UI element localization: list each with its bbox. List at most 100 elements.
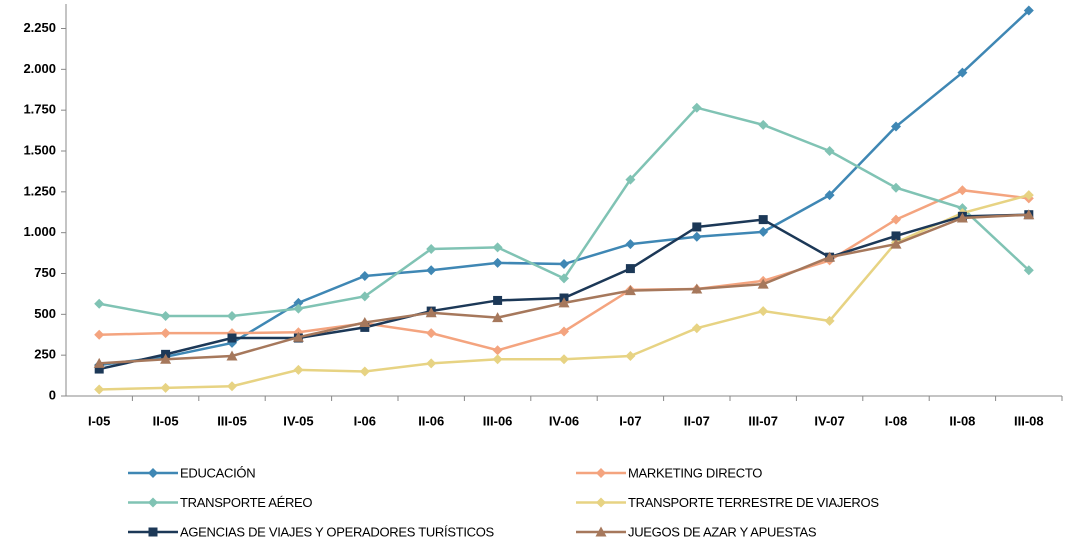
data-point	[559, 354, 569, 365]
x-tick-label: III-06	[483, 413, 513, 428]
data-point	[426, 328, 437, 339]
y-tick-label: 0	[49, 387, 56, 402]
data-point	[227, 381, 237, 392]
data-point	[492, 345, 503, 356]
data-point	[359, 366, 370, 377]
data-point	[293, 297, 304, 308]
data-point	[293, 364, 304, 375]
data-point	[758, 306, 769, 317]
data-point	[624, 285, 636, 296]
legend-marker	[148, 468, 158, 478]
data-point	[492, 257, 503, 268]
data-point	[492, 242, 503, 253]
x-tick-label: II-07	[684, 413, 710, 428]
x-tick-label: I-07	[619, 413, 641, 428]
legend-label: AGENCIAS DE VIAJES Y OPERADORES TURÍSTIC…	[180, 524, 495, 539]
x-tick-label: III-07	[748, 413, 778, 428]
data-point	[492, 312, 504, 323]
legend-marker	[595, 526, 607, 537]
data-point	[426, 244, 437, 254]
x-tick-label: IV-06	[549, 413, 579, 428]
y-tick-label: 500	[34, 306, 56, 321]
data-point	[957, 185, 968, 196]
data-point	[758, 119, 769, 130]
legend-label: TRANSPORTE TERRESTRE DE VIAJEROS	[628, 495, 879, 510]
data-point	[227, 310, 237, 321]
data-point	[691, 231, 702, 242]
data-point	[227, 333, 237, 343]
data-point	[625, 174, 636, 185]
data-point	[94, 298, 105, 309]
y-tick-label: 1.750	[23, 102, 56, 117]
data-point	[758, 226, 769, 237]
x-tick-label: I-08	[885, 413, 907, 428]
data-point	[359, 270, 370, 281]
data-point	[559, 259, 569, 270]
data-point	[691, 283, 703, 294]
x-tick-label: II-08	[949, 413, 975, 428]
x-tick-label: I-06	[354, 413, 376, 428]
data-point	[559, 326, 569, 337]
data-point	[956, 212, 968, 223]
legend-marker	[596, 497, 606, 508]
data-point	[558, 297, 570, 308]
x-tick-label: III-05	[217, 413, 247, 428]
data-point	[160, 382, 171, 393]
data-point	[625, 264, 635, 274]
series-line	[99, 188, 1029, 352]
data-point	[1023, 5, 1034, 16]
x-tick-label: I-05	[88, 413, 110, 428]
data-point	[94, 329, 105, 340]
data-point	[691, 102, 702, 113]
series-line	[98, 213, 1029, 371]
data-point	[891, 121, 901, 132]
data-point	[359, 291, 370, 302]
data-point	[1023, 190, 1034, 201]
data-point	[824, 190, 835, 201]
data-point	[891, 214, 901, 225]
data-point	[360, 322, 370, 332]
data-point	[559, 273, 569, 284]
y-tick-label: 250	[34, 347, 56, 362]
data-point	[160, 353, 172, 364]
x-tick-label: IV-07	[814, 413, 844, 428]
data-point	[226, 350, 238, 361]
data-point	[757, 278, 769, 289]
data-point	[891, 231, 901, 241]
data-point	[625, 350, 636, 361]
data-point	[692, 222, 702, 232]
data-point	[293, 303, 304, 314]
legend-label: MARKETING DIRECTO	[628, 465, 762, 480]
y-tick-label: 1.250	[23, 183, 56, 198]
data-point	[824, 146, 835, 156]
data-point	[93, 357, 105, 368]
data-point	[493, 295, 503, 305]
x-tick-label: III-08	[1014, 413, 1044, 428]
y-tick-label: 750	[34, 265, 56, 280]
data-point	[1023, 209, 1035, 220]
data-point	[426, 358, 437, 369]
data-point	[890, 238, 902, 249]
legend-marker	[148, 527, 158, 537]
data-point	[94, 384, 105, 395]
data-point	[94, 364, 104, 374]
data-point	[957, 67, 968, 78]
legend-marker	[596, 468, 606, 478]
y-tick-label: 2.000	[23, 61, 56, 76]
data-point	[160, 328, 171, 339]
y-tick-label: 1.000	[23, 224, 56, 239]
data-point	[160, 310, 171, 321]
x-tick-label: IV-05	[283, 413, 313, 428]
data-point	[824, 315, 835, 326]
legend-label: EDUCACIÓN	[180, 465, 255, 480]
legend-label: TRANSPORTE AÉREO	[180, 495, 312, 510]
y-tick-label: 2.250	[23, 20, 56, 35]
data-point	[891, 182, 901, 193]
y-tick-label: 1.500	[23, 142, 56, 157]
x-tick-label: II-06	[418, 413, 444, 428]
legend-marker	[148, 497, 158, 508]
data-point	[426, 265, 437, 276]
data-point	[625, 239, 636, 250]
data-point	[425, 307, 437, 318]
